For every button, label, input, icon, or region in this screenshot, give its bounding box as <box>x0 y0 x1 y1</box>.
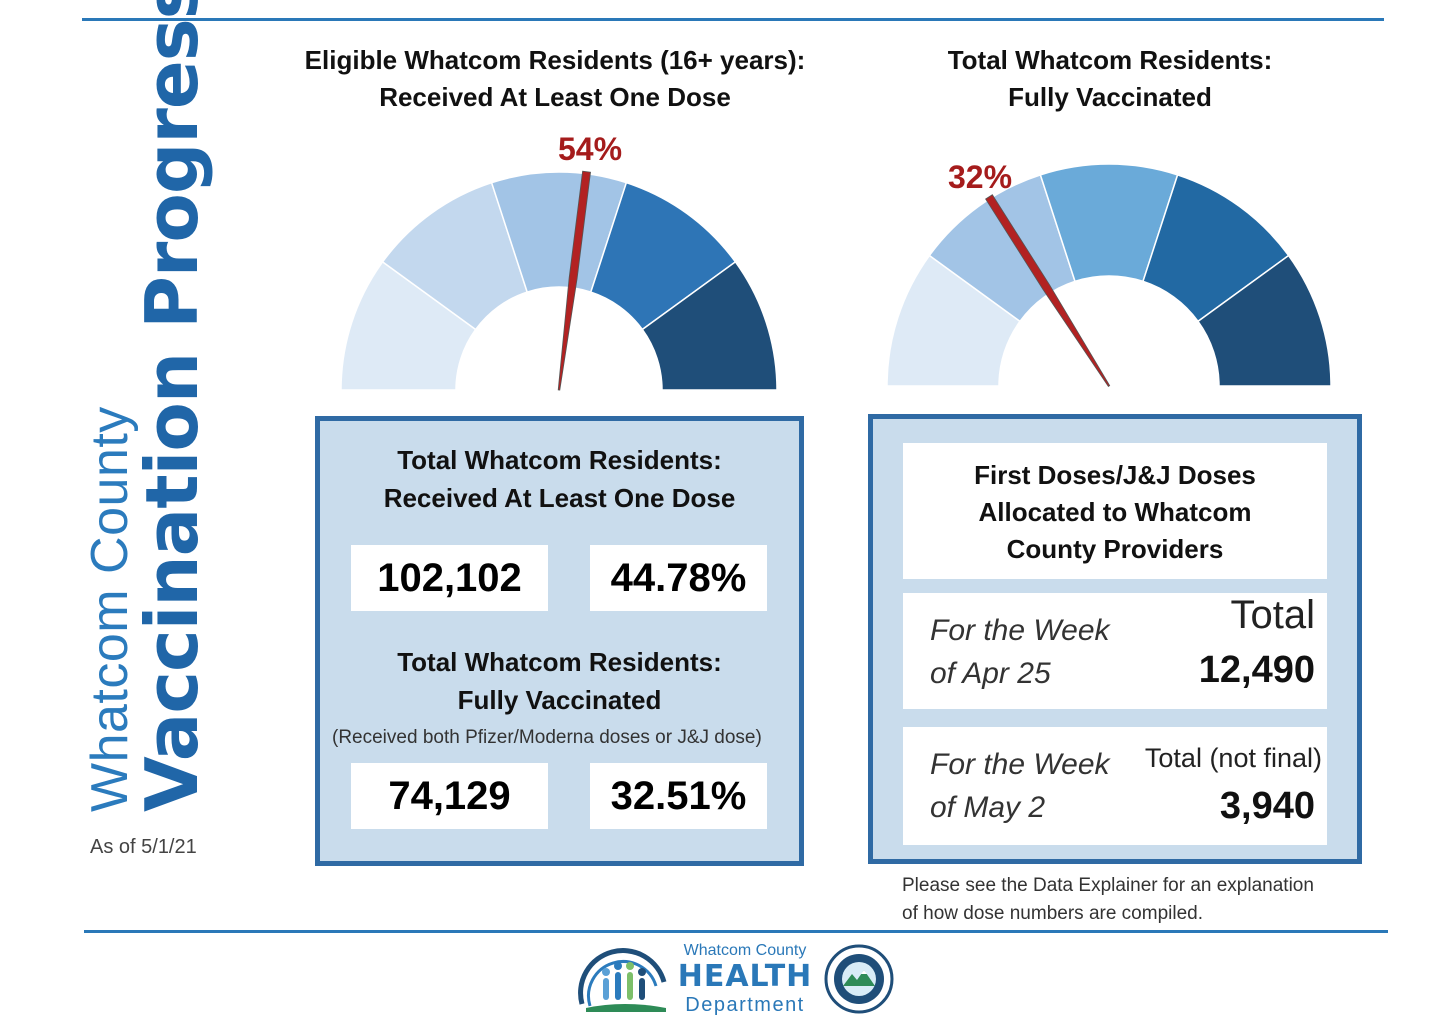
week-may2-total-label: Total (not final) <box>1144 743 1322 773</box>
explainer-line2: of how dose numbers are compiled. <box>902 903 1203 924</box>
residents-summary-panel: Total Whatcom Residents: Received At Lea… <box>315 416 804 866</box>
allocation-title-box: First Doses/J&J Doses Allocated to Whatc… <box>903 443 1327 579</box>
week-may2-label: For the Week of May 2 <box>930 743 1110 829</box>
logo-text: Whatcom County HEALTH Department <box>672 942 818 1016</box>
allocation-title-line2: Allocated to Whatcom <box>978 497 1252 527</box>
week-apr25-label-line2: of Apr 25 <box>930 657 1051 690</box>
as-of-date: As of 5/1/21 <box>90 836 197 858</box>
week-apr25-label: For the Week of Apr 25 <box>930 609 1110 695</box>
allocation-title: First Doses/J&J Doses Allocated to Whatc… <box>903 457 1327 568</box>
allocation-panel: First Doses/J&J Doses Allocated to Whatc… <box>868 414 1362 864</box>
one-dose-heading-line2: Received At Least One Dose <box>383 483 736 513</box>
allocation-title-line1: First Doses/J&J Doses <box>974 460 1256 490</box>
top-rule <box>82 18 1384 21</box>
logo-health: HEALTH <box>677 959 813 994</box>
allocation-title-line3: County Providers <box>1006 534 1224 564</box>
one-dose-heading: Total Whatcom Residents: Received At Lea… <box>320 441 799 517</box>
one-dose-heading-line1: Total Whatcom Residents: <box>397 445 722 475</box>
county-seal-icon <box>824 944 894 1014</box>
fully-vaccinated-note: (Received both Pfizer/Moderna doses or J… <box>332 727 762 748</box>
gauge-one-dose-band-5 <box>641 260 778 391</box>
week-apr25-total: 12,490 <box>1198 649 1315 691</box>
gauge-one-dose-needle <box>557 170 591 391</box>
week-apr25-box: For the Week of Apr 25 Total 12,490 <box>903 593 1327 709</box>
fully-vaccinated-heading-line1: Total Whatcom Residents: <box>397 647 722 677</box>
gauge-one-dose: 54% <box>340 131 778 391</box>
bottom-rule <box>84 930 1388 933</box>
health-department-logo: Whatcom County HEALTH Department <box>576 942 896 1018</box>
gauge-fully-band-5 <box>1196 254 1332 387</box>
logo-county: Whatcom County <box>683 942 807 959</box>
week-may2-total: 3,940 <box>1219 785 1315 827</box>
fully-vaccinated-heading: Total Whatcom Residents: Fully Vaccinate… <box>320 643 799 719</box>
fully-vaccinated-count: 74,129 <box>351 763 548 829</box>
gauge-one-dose-value-label: 54% <box>558 131 622 167</box>
one-dose-percent: 44.78% <box>590 545 767 611</box>
one-dose-count: 102,102 <box>351 545 548 611</box>
fully-vaccinated-percent: 32.51% <box>590 763 767 829</box>
week-may2-label-line2: of May 2 <box>930 791 1046 824</box>
week-apr25-total-label: Total <box>1230 593 1316 637</box>
gauge-fully-vaccinated-title: Total Whatcom Residents: Fully Vaccinate… <box>860 42 1360 116</box>
gauge-fully-vaccinated: 32% <box>886 159 1332 387</box>
week-may2-label-line1: For the Week <box>930 748 1110 781</box>
gauge-one-dose-title-line2: Received At Least One Dose <box>379 82 731 112</box>
data-explainer-note: Please see the Data Explainer for an exp… <box>902 872 1314 928</box>
week-may2-box: For the Week of May 2 Total (not final) … <box>903 727 1327 845</box>
week-apr25-label-line1: For the Week <box>930 614 1110 647</box>
fully-vaccinated-heading-line2: Fully Vaccinated <box>457 685 662 715</box>
gauge-fully-value-label: 32% <box>948 159 1012 195</box>
gauge-one-dose-title: Eligible Whatcom Residents (16+ years): … <box>250 42 860 116</box>
logo-department: Department <box>685 994 805 1016</box>
people-icon <box>578 948 667 1012</box>
gauge-fully-title-line2: Fully Vaccinated <box>1008 82 1212 112</box>
explainer-line1: Please see the Data Explainer for an exp… <box>902 875 1314 896</box>
gauge-one-dose-title-line1: Eligible Whatcom Residents (16+ years): <box>304 45 806 75</box>
gauge-fully-title-line1: Total Whatcom Residents: <box>947 45 1273 75</box>
gauge-fully-needle <box>985 194 1111 387</box>
